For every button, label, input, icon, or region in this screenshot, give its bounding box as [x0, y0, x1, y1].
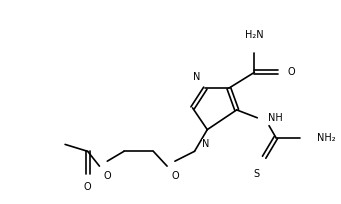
Text: O: O — [288, 67, 295, 77]
Text: H₂N: H₂N — [245, 30, 264, 40]
Text: O: O — [171, 171, 179, 181]
Text: NH₂: NH₂ — [317, 133, 336, 143]
Text: N: N — [193, 72, 201, 82]
Text: O: O — [84, 182, 91, 192]
Text: O: O — [103, 171, 111, 181]
Text: S: S — [253, 169, 260, 179]
Text: NH: NH — [268, 113, 283, 123]
Text: N: N — [202, 140, 209, 150]
